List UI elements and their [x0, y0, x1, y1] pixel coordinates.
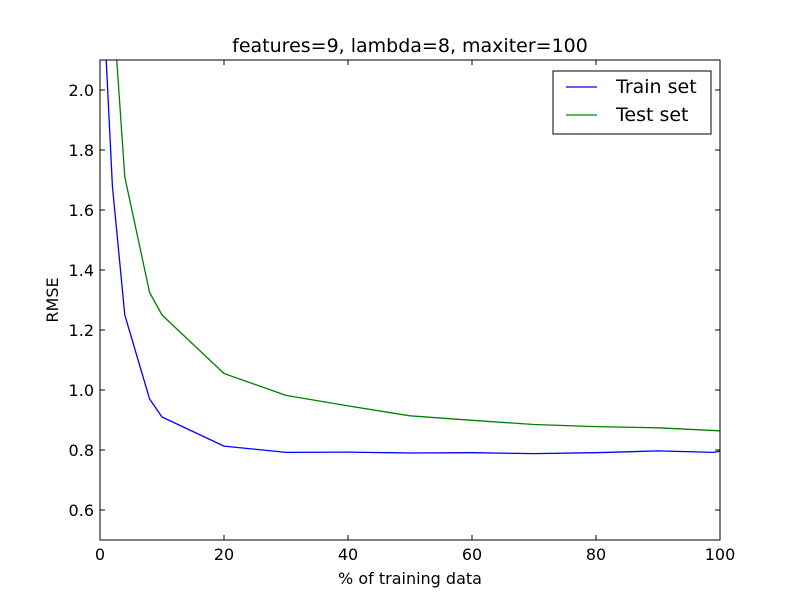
y-axis-label: RMSE: [43, 277, 62, 322]
plot-frame: [99, 59, 721, 541]
y-tick-label: 2.0: [69, 81, 94, 100]
x-tick-label: 40: [338, 545, 358, 564]
series-line-train: [105, 60, 720, 455]
series-group: [105, 60, 720, 455]
y-tick-label: 1.4: [69, 261, 94, 280]
y-tick-label: 1.0: [69, 381, 94, 400]
y-ticks: 0.6 0.8 1.0 1.2 1.4 1.6 1.8 2.0: [69, 81, 720, 520]
y-tick-label: 0.6: [69, 501, 94, 520]
x-tick-label: 60: [462, 545, 482, 564]
series-line-test: [116, 60, 720, 432]
legend-label-train: Train set: [615, 76, 697, 98]
y-tick-label: 1.2: [69, 321, 94, 340]
x-tick-label: 80: [586, 545, 606, 564]
x-axis-label: % of training data: [338, 569, 482, 588]
x-tick-label: 20: [214, 545, 234, 564]
y-tick-label: 0.8: [69, 441, 94, 460]
x-tick-label: 100: [705, 545, 736, 564]
y-tick-label: 1.8: [69, 141, 94, 160]
chart-title: features=9, lambda=8, maxiter=100: [232, 35, 588, 57]
x-tick-label: 0: [95, 545, 105, 564]
y-tick-label: 1.6: [69, 201, 94, 220]
legend-label-test: Test set: [615, 104, 689, 126]
legend-box: [552, 70, 712, 135]
x-ticks: 0 20 40 60 80 100: [95, 60, 735, 564]
legend: Train set Test set: [552, 70, 712, 135]
